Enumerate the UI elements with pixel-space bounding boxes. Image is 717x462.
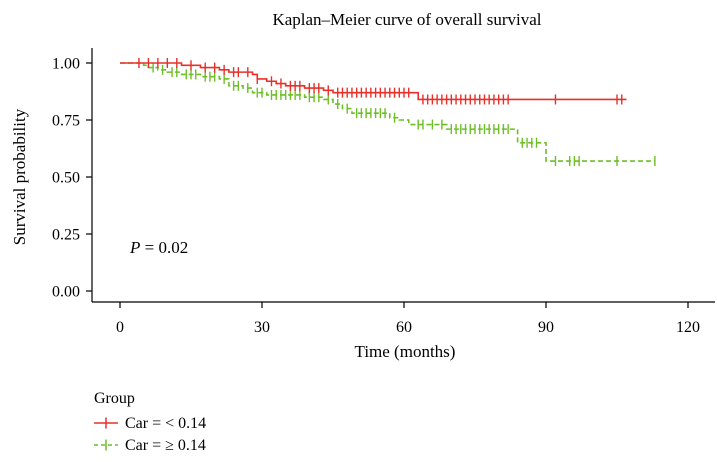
x-tick-label: 0	[116, 319, 124, 336]
chart-title: Kaplan–Meier curve of overall survival	[272, 10, 541, 29]
x-tick-label: 60	[396, 319, 412, 336]
survival-curve	[120, 62, 655, 162]
legend: Group Car = < 0.14 Car = ≥ 0.14	[94, 390, 206, 454]
series-1	[120, 62, 656, 167]
y-axis-label: Survival probability	[10, 108, 29, 245]
x-tick-label: 120	[676, 319, 700, 336]
x-axis-label: Time (months)	[355, 342, 456, 361]
y-tick-label: 0.25	[52, 227, 80, 244]
legend-label-low: Car = < 0.14	[125, 415, 206, 432]
p-value-annotation: P = 0.02	[129, 238, 188, 257]
legend-item-low: Car = < 0.14	[94, 415, 206, 432]
legend-item-high: Car = ≥ 0.14	[94, 437, 206, 454]
y-tick-label: 1.00	[52, 56, 80, 73]
legend-label-high: Car = ≥ 0.14	[125, 437, 206, 454]
x-tick-label: 30	[254, 319, 270, 336]
p-value: = 0.02	[140, 238, 188, 257]
y-tick-label: 0.75	[52, 113, 80, 130]
x-tick-label: 90	[538, 319, 554, 336]
series-0	[120, 58, 627, 105]
survival-curve	[120, 62, 627, 101]
x-ticks: 0 30 60 90 120	[116, 302, 700, 336]
series-layer	[120, 58, 656, 167]
p-label: P	[129, 238, 140, 257]
plot-area: 0 30 60 90 120 0.00 0.25 0.50 0.75 1.00 P = 0.02	[52, 48, 715, 336]
y-ticks: 0.00 0.25 0.50 0.75 1.00	[52, 56, 92, 301]
y-tick-label: 0.50	[52, 170, 80, 187]
y-tick-label: 0.00	[52, 284, 80, 301]
legend-title: Group	[94, 390, 135, 407]
